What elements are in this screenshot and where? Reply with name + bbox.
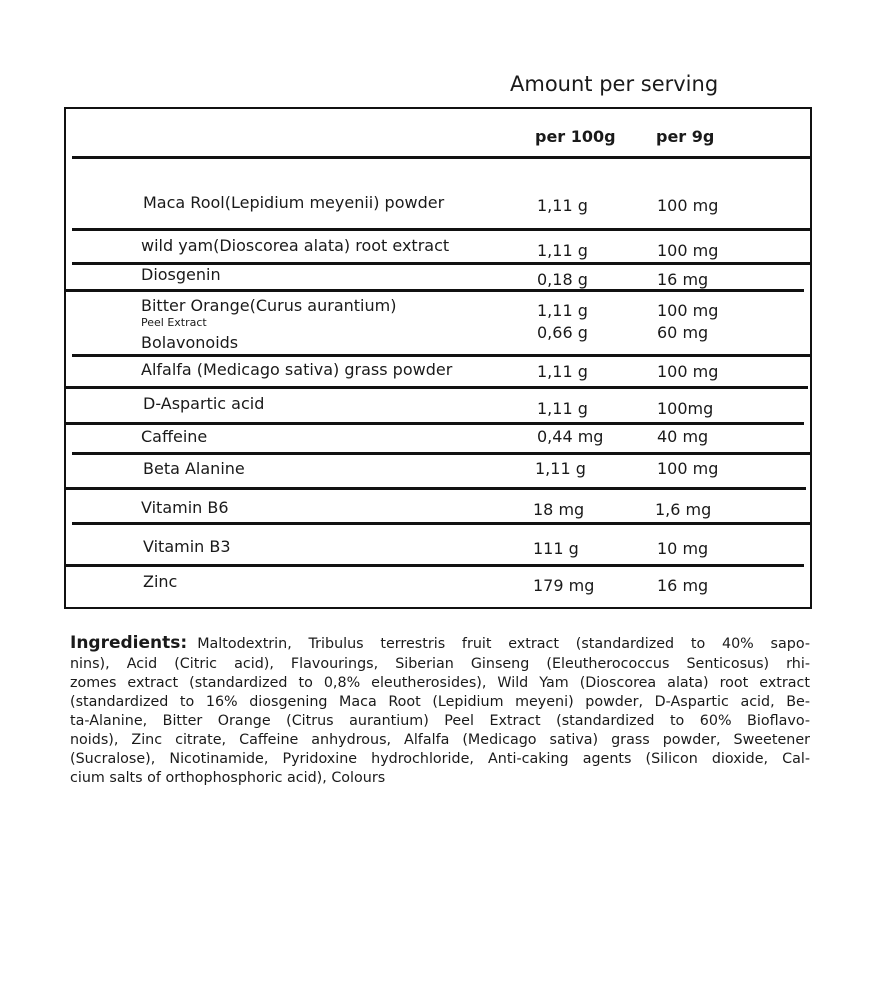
- row-name: Beta Alanine: [143, 459, 245, 478]
- divider: [72, 262, 810, 265]
- row-per-serving: 10 mg: [657, 539, 709, 558]
- row-per-serving: 16 mg: [657, 270, 709, 289]
- row-per100: 1,11 g: [537, 196, 588, 215]
- ingredients-line: ta-Alanine, Bitter Orange (Citrus aurant…: [70, 713, 810, 729]
- row-per-serving-2: 60 mg: [657, 323, 709, 342]
- row-per-serving: 100 mg: [657, 241, 719, 260]
- ingredients-label: Ingredients:: [70, 633, 188, 653]
- row-subname: Peel Extract: [141, 316, 207, 329]
- ingredients-text: Maltodextrin, Tribulus terrestris fruit …: [197, 636, 810, 652]
- divider: [66, 487, 806, 490]
- row-per-serving: 100mg: [657, 399, 714, 418]
- row-name: Maca Rool(Lepidium meyenii) powder: [143, 193, 445, 212]
- ingredients-line: cium salts of orthophosphoric acid), Col…: [70, 770, 386, 786]
- row-per100: 1,11 g: [537, 399, 588, 418]
- divider: [72, 452, 810, 455]
- row-name-2: Bolavonoids: [141, 333, 239, 352]
- divider: [72, 522, 810, 525]
- row-name: Vitamin B6: [141, 498, 229, 517]
- row-name: Alfalfa (Medicago sativa) grass powder: [141, 360, 453, 379]
- row-per-serving: 100 mg: [657, 362, 719, 381]
- divider: [72, 228, 810, 231]
- row-per100: 1,11 g: [537, 362, 588, 381]
- divider: [66, 386, 808, 389]
- row-per100: 1,11 g: [537, 241, 588, 260]
- nutrition-table: [64, 107, 812, 609]
- row-per100: 1,11 g: [537, 301, 588, 320]
- row-per100-2: 0,66 g: [537, 323, 588, 342]
- divider: [66, 422, 804, 425]
- row-name: Bitter Orange(Curus aurantium): [141, 296, 397, 315]
- table-title: Amount per serving: [510, 72, 719, 96]
- row-per100: 111 g: [533, 539, 579, 558]
- row-name: Vitamin B3: [143, 537, 231, 556]
- row-per100: 179 mg: [533, 576, 595, 595]
- row-per-serving: 100 mg: [657, 459, 719, 478]
- row-per100: 0,44 mg: [537, 427, 604, 446]
- row-name: Zinc: [143, 572, 178, 591]
- row-name: wild yam(Dioscorea alata) root extract: [141, 236, 450, 255]
- row-name: Diosgenin: [141, 265, 221, 284]
- ingredients-line: Ingredients: Maltodextrin, Tribulus terre…: [70, 634, 810, 654]
- divider: [66, 564, 804, 567]
- column-header-per-serving: per 9g: [656, 127, 715, 146]
- row-per100: 0,18 g: [537, 270, 588, 289]
- divider: [72, 156, 810, 159]
- row-per-serving: 16 mg: [657, 576, 709, 595]
- row-per100: 1,11 g: [535, 459, 586, 478]
- row-per100: 18 mg: [533, 500, 585, 519]
- divider: [72, 354, 810, 357]
- row-name: Caffeine: [141, 427, 208, 446]
- row-per-serving: 40 mg: [657, 427, 709, 446]
- ingredients-line: (standardized to 16% diosgening Maca Roo…: [70, 694, 810, 710]
- column-header-per-100g: per 100g: [535, 127, 616, 146]
- row-name: D-Aspartic acid: [143, 394, 265, 413]
- ingredients-line: zomes extract (standardized to 0,8% eleu…: [70, 675, 810, 691]
- row-per-serving: 100 mg: [657, 301, 719, 320]
- ingredients-line: noids), Zinc citrate, Caffeine anhydrous…: [70, 732, 810, 748]
- divider: [66, 289, 804, 292]
- ingredients-line: (Sucralose), Nicotinamide, Pyridoxine hy…: [70, 751, 810, 767]
- row-per-serving: 100 mg: [657, 196, 719, 215]
- row-per-serving: 1,6 mg: [655, 500, 712, 519]
- ingredients-line: nins), Acid (Citric acid), Flavourings, …: [70, 656, 810, 672]
